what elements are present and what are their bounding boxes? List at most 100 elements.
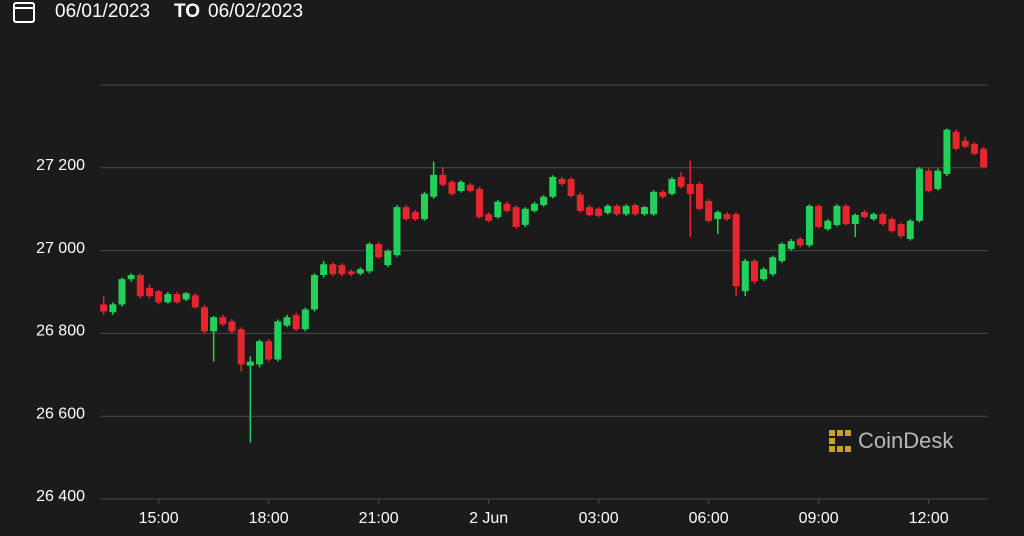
candle-body [439,174,447,185]
candle-body [576,194,584,211]
candle-body [549,176,557,197]
candle-body [732,214,740,287]
candle-body [393,207,401,256]
candle-body [897,224,905,237]
candle-body [219,317,227,325]
candle-body [796,239,804,246]
x-tick-label: 06:00 [689,510,729,527]
candle-body [787,241,795,249]
candle-body [301,309,309,330]
candle-body [310,275,318,310]
candle-body [723,214,731,220]
y-tick-label: 27 200 [36,157,85,174]
candle-body [475,188,483,218]
candle-body [833,205,841,225]
x-tick-label: 15:00 [139,510,179,527]
candle-body [200,307,208,332]
candle-body [375,243,383,258]
candle-body [503,203,511,211]
candle-body [860,212,868,218]
candle-body [705,200,713,221]
candle-body [164,294,172,303]
date-from: 06/01/2023 [55,1,150,22]
candle-body [686,183,694,194]
candle-body [448,181,456,194]
candle-body [567,178,575,196]
candle-body [952,131,960,149]
candle-body [530,203,538,211]
candle-body [265,341,273,360]
calendar-icon [13,2,35,23]
candle-body [659,191,667,197]
candle-body [155,291,163,303]
candle-body [585,207,593,215]
candle-body [292,315,300,330]
candle-body [485,214,493,221]
candle-body [118,279,126,305]
candle-body [512,207,520,228]
date-to: 06/02/2023 [208,1,303,22]
y-tick-label: 26 600 [36,405,85,422]
candle-body [521,208,529,225]
candle-body [805,205,813,246]
candle-body [320,264,328,276]
candle-body [925,170,933,191]
candle-body [402,207,410,220]
candle-body [622,205,630,215]
candle-body [906,220,914,240]
candle-body [879,214,887,225]
candle-body [934,170,942,189]
candle-body [173,294,181,303]
candle-body [741,260,749,292]
candle-body [961,140,969,147]
candle-body [127,275,135,280]
candle-body [640,207,648,215]
candle-body [980,148,988,167]
candle-body [613,205,621,215]
candle-body [274,321,282,360]
candle-body [283,317,291,326]
candle-body [237,329,245,365]
candle-body [411,212,419,220]
candle-body [145,287,153,297]
candle-body [760,269,768,280]
x-tick-label: 18:00 [249,510,289,527]
candle-body [750,260,758,282]
candle-body [228,321,236,332]
candle-body [246,361,254,366]
candle-body [943,129,951,175]
y-tick-label: 27 000 [36,240,85,257]
candle-body [430,174,438,197]
candle-body [494,201,502,218]
candle-body [842,205,850,225]
x-tick-label: 21:00 [359,510,399,527]
candle-body [915,168,923,221]
candle-body [815,205,823,228]
candle-body [650,191,658,215]
candle-body [970,143,978,154]
candle-body [668,178,676,194]
coindesk-logo [829,430,851,452]
candle-body [631,205,639,215]
candle-body [824,220,832,230]
candle-body [255,341,263,365]
candle-body [870,214,878,220]
x-tick-label: 09:00 [799,510,839,527]
candle-body [109,304,117,313]
candle-body [347,271,355,275]
y-tick-label: 26 800 [36,323,85,340]
x-tick-label: 12:00 [909,510,949,527]
candle-body [210,317,218,332]
candle-body [457,181,465,191]
candle-body [888,219,896,232]
y-tick-label: 26 400 [36,488,85,505]
candle-body [677,176,685,187]
candle-body [420,193,428,220]
x-tick-label: 2 Jun [469,510,508,527]
candle-body [384,251,392,266]
candle-body [558,178,566,184]
candle-body [191,295,199,308]
candle-body [356,269,364,274]
candle-body [595,208,603,216]
